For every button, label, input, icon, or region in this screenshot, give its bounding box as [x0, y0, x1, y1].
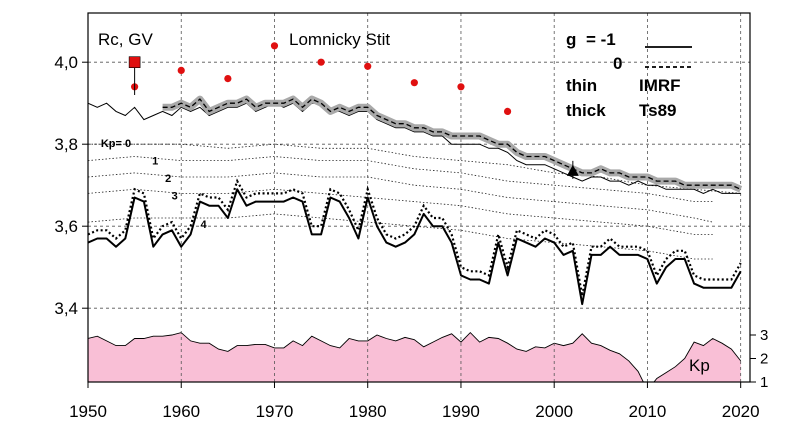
kp-area-outline	[88, 331, 742, 382]
y-axis: 3,4 3,6 3,8 4,0	[54, 53, 88, 318]
x-tick-label: 1960	[162, 402, 200, 421]
plot-frame	[87, 12, 751, 383]
legend-g-label: g	[566, 30, 576, 49]
kp-curve-label: 4	[201, 219, 208, 231]
red-data-point	[457, 83, 465, 91]
series-imrf-g-minus1	[88, 102, 741, 194]
legend-thick-label: thick	[566, 101, 606, 120]
kp-curve-4	[88, 213, 713, 260]
kp-curve-label: 3	[172, 190, 178, 202]
red-data-point	[317, 58, 325, 66]
legend-g-minus1: = -1	[586, 30, 616, 49]
kp-curve-label: Kp= 0	[101, 138, 131, 150]
series-imrf-g-zero	[88, 188, 742, 306]
red-data-point	[270, 42, 279, 50]
legend-thin-label: thin	[566, 76, 597, 95]
series-ts89-g-zero	[88, 178, 742, 297]
kp-curves: Kp= 0 123 4	[88, 138, 741, 260]
kp-axis-tick-label: 1	[760, 374, 768, 391]
legend: g = -1 0 thin IMRF thick Ts89	[566, 30, 692, 120]
series-ts89-g-minus1	[162, 98, 741, 190]
y-axis-label: Rc, GV	[98, 30, 153, 49]
x-axis: 1950 1960 1970 1980 1990 2000 2010 2020	[69, 382, 760, 421]
kp-area-fill	[88, 332, 741, 382]
kp-axis-tick-label: 3	[760, 327, 768, 344]
legend-g-zero: 0	[613, 54, 622, 73]
y-tick-label: 3,4	[54, 299, 78, 318]
red-data-point	[224, 75, 232, 83]
kp-curve-0	[88, 143, 741, 194]
y-tick-label: 4,0	[54, 53, 78, 72]
x-tick-label: 1990	[442, 402, 480, 421]
series-lines	[88, 95, 743, 306]
kp-axis-tick-label: 2	[760, 351, 768, 368]
kp-axis: 1 2 3	[750, 327, 768, 391]
legend-ts89-label: Ts89	[639, 101, 677, 120]
x-tick-label: 2000	[535, 402, 573, 421]
kp-area-layer	[88, 331, 742, 382]
x-tick-label: 1980	[349, 402, 387, 421]
x-tick-label: 1970	[256, 402, 294, 421]
chart-title: Lomnicky Stit	[289, 30, 390, 49]
y-tick-label: 3,8	[54, 135, 78, 154]
x-tick-label: 1950	[69, 402, 107, 421]
red-data-point	[410, 79, 418, 87]
legend-imrf-label: IMRF	[639, 76, 681, 95]
kp-curve-label: 2	[165, 173, 171, 185]
kp-curve-label: 1	[152, 156, 158, 168]
markers	[128, 42, 579, 179]
red-square-marker	[128, 56, 141, 69]
kp-curve-3	[88, 188, 713, 235]
red-data-point	[503, 107, 512, 115]
triangle-marker	[566, 164, 579, 176]
red-data-point	[177, 66, 185, 74]
kp-area-label: Kp	[689, 356, 710, 375]
y-tick-label: 3,6	[54, 217, 78, 236]
x-tick-label: 2010	[629, 402, 667, 421]
red-data-point	[364, 62, 372, 70]
kp-curve-2	[88, 172, 713, 223]
kp-curve-1	[88, 156, 713, 203]
x-tick-label: 2020	[722, 402, 760, 421]
